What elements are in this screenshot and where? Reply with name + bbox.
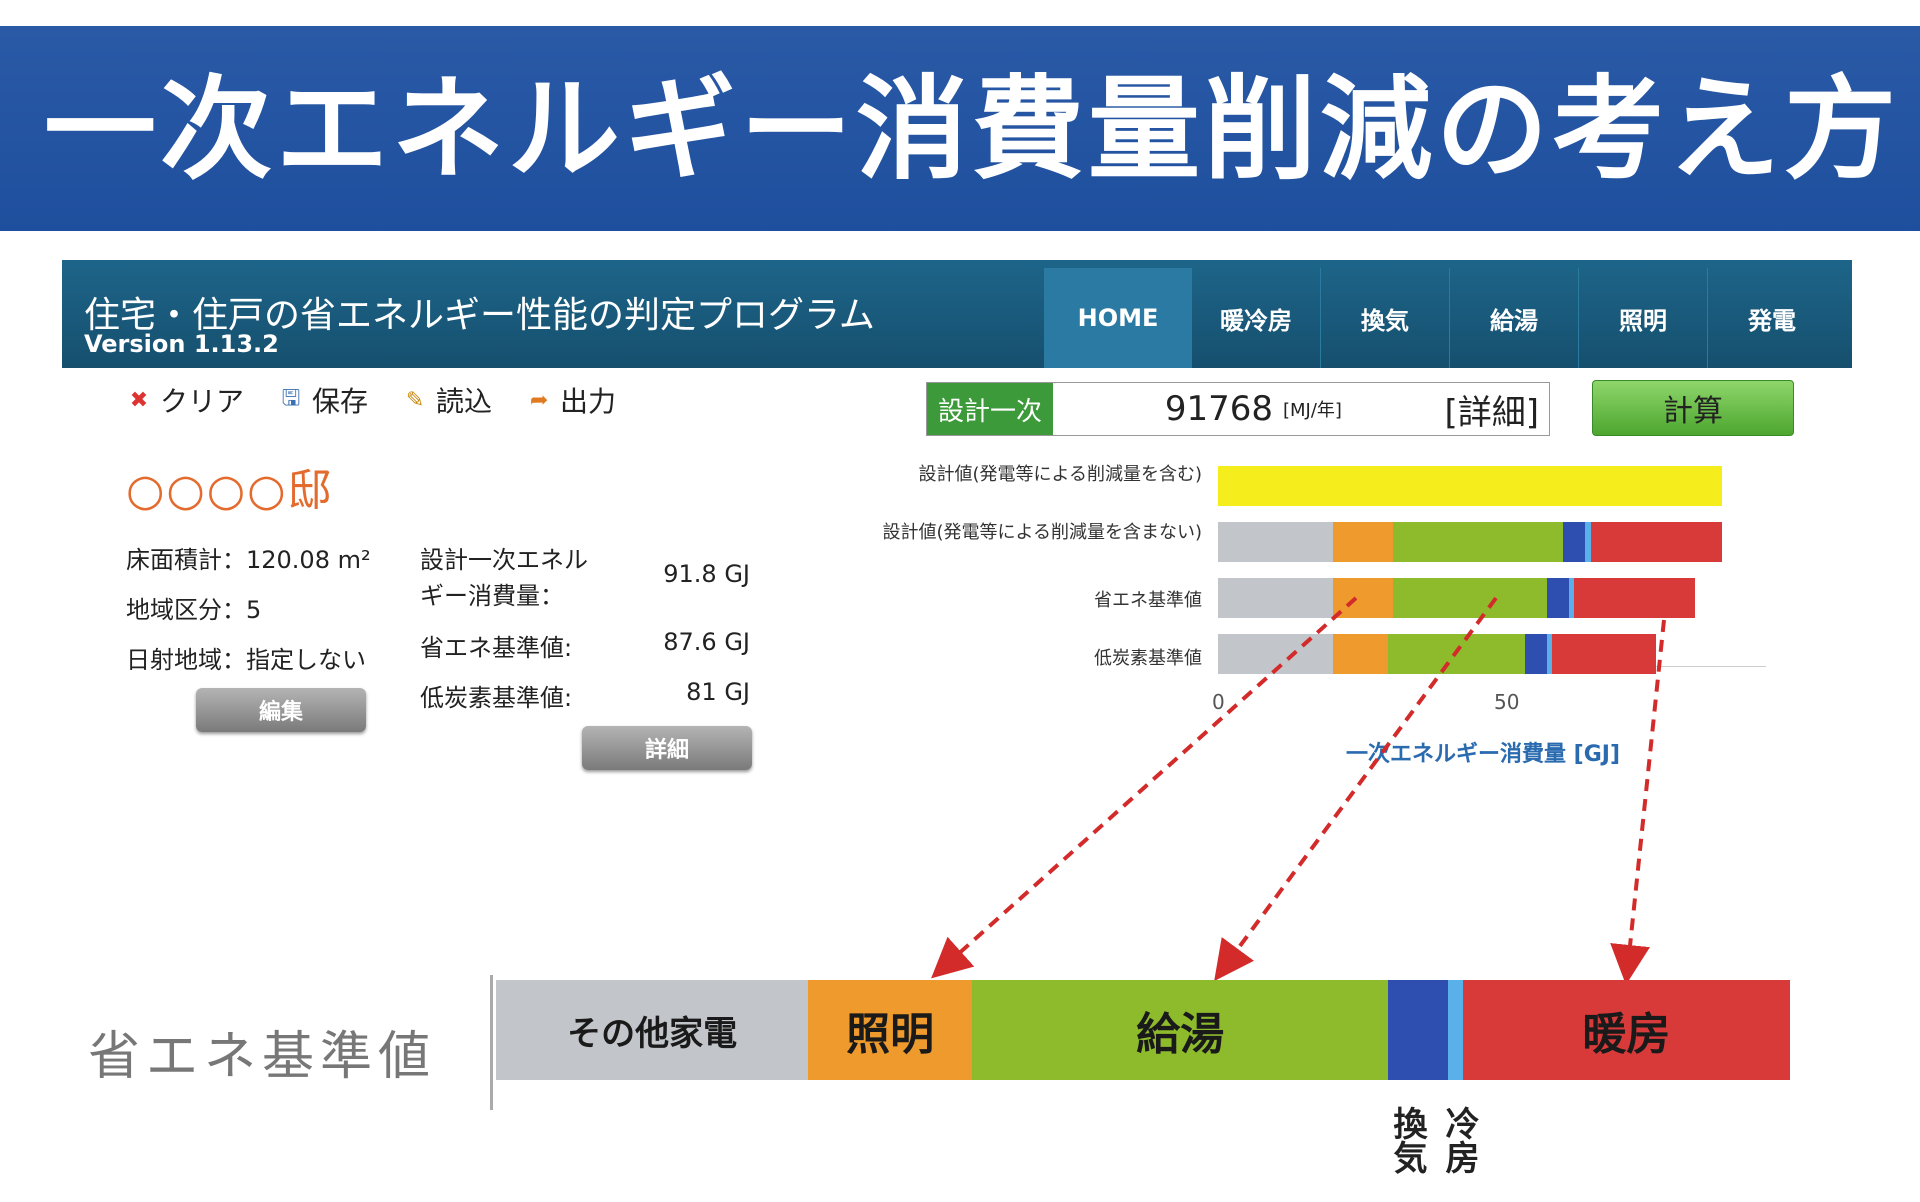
- bar-segment: [1393, 578, 1547, 618]
- app-title: 住宅・住戸の省エネルギー性能の判定プログラム: [84, 295, 875, 336]
- region: 地域区分：5: [126, 596, 262, 624]
- design-energy-value: 91768: [1164, 389, 1273, 429]
- x-tick-label: 50: [1494, 690, 1520, 714]
- design-energy-gj: 91.8 GJ: [663, 560, 750, 588]
- breakdown-label: 省エネ基準値: [88, 1027, 437, 1087]
- bar-segment: [1393, 522, 1564, 562]
- bar-segment: [1552, 634, 1657, 674]
- nav-bar: HOME 暖冷房 換気 給湯 照明 発電: [1044, 268, 1836, 368]
- lowcarbon-label: 低炭素基準値:: [420, 684, 573, 712]
- output-button[interactable]: ➦ 出力: [526, 380, 616, 420]
- load-button[interactable]: ✎ 読込: [402, 380, 492, 420]
- standard-value: 87.6 GJ: [663, 628, 750, 656]
- bar-segment: [1546, 578, 1569, 618]
- bar-segment: [1333, 578, 1394, 618]
- cooling-label: 冷房: [1439, 1106, 1479, 1174]
- tab-home[interactable]: HOME: [1044, 268, 1191, 368]
- lowcarbon-value: 81 GJ: [686, 678, 750, 706]
- breakdown-segment: 照明: [808, 980, 972, 1080]
- x-tick-label: 0: [1212, 690, 1225, 714]
- breakdown-segment: [1388, 980, 1448, 1080]
- design-energy-label: 設計一次: [927, 383, 1053, 435]
- category-label: 低炭素基準値: [1094, 648, 1202, 669]
- tab-heating-cooling[interactable]: 暖冷房: [1191, 268, 1320, 368]
- bar-segment: [1524, 634, 1547, 674]
- bar-segment: [1218, 578, 1334, 618]
- load-icon: ✎: [405, 387, 425, 413]
- app-version: Version 1.13.2: [84, 330, 279, 358]
- detail-link[interactable]: [詳細]: [1444, 392, 1539, 433]
- tab-ventilation[interactable]: 換気: [1320, 268, 1449, 368]
- breakdown-segment: 暖房: [1462, 980, 1790, 1080]
- output-label: 出力: [560, 385, 617, 418]
- bar-segment: [1333, 634, 1388, 674]
- clear-icon: ✖: [129, 387, 149, 413]
- tab-hot-water[interactable]: 給湯: [1449, 268, 1578, 368]
- arrow-to-hot-water: [1214, 596, 1498, 982]
- house-name: ○○○○邸: [126, 465, 334, 516]
- bar-segment: [1218, 466, 1723, 506]
- toolbar: ✖ クリア 🖫 保存 ✎ 読込 ➦ 出力: [126, 380, 616, 420]
- ventilation-label: 換気: [1387, 1106, 1427, 1174]
- save-label: 保存: [312, 385, 369, 418]
- output-icon: ➦: [529, 387, 549, 413]
- bar-segment: [1568, 578, 1575, 618]
- category-label: 省エネ基準値: [1094, 590, 1202, 611]
- detail-button[interactable]: 詳細: [582, 726, 752, 770]
- arrow-to-lighting: [931, 596, 1358, 979]
- slide-title-banner: [0, 26, 1920, 231]
- design-energy-label-2: ギー消費量：: [420, 582, 564, 610]
- tab-power-generation[interactable]: 発電: [1707, 268, 1836, 368]
- save-button[interactable]: 🖫 保存: [278, 380, 368, 420]
- x-axis-title: 一次エネルギー消費量 [GJ]: [1346, 742, 1621, 767]
- solar-region: 日射地域：指定しない: [126, 646, 366, 674]
- bar-segment: [1333, 522, 1394, 562]
- bar-segment: [1218, 522, 1334, 562]
- save-icon: 🖫: [281, 386, 301, 411]
- breakdown-axis: [490, 975, 493, 1110]
- design-energy-box: 設計一次 91768 [MJ/年] [詳細]: [926, 382, 1550, 436]
- standard-label: 省エネ基準値:: [420, 634, 573, 662]
- breakdown-segment: 給湯: [971, 980, 1389, 1080]
- bar-segment: [1563, 522, 1586, 562]
- category-label: 設計値(発電等による削減量を含まない): [882, 522, 1202, 543]
- app-header: 住宅・住戸の省エネルギー性能の判定プログラム Version 1.13.2 HO…: [62, 260, 1852, 368]
- clear-button[interactable]: ✖ クリア: [126, 380, 244, 420]
- design-energy-unit: [MJ/年]: [1283, 400, 1342, 421]
- bar-segment: [1585, 522, 1591, 562]
- edit-button[interactable]: 編集: [196, 688, 366, 732]
- bar-segment: [1590, 522, 1723, 562]
- design-energy-label-1: 設計一次エネル: [420, 546, 588, 574]
- bar-segment: [1218, 634, 1334, 674]
- arrow-to-heating: [1610, 619, 1666, 985]
- floor-area: 床面積計：120.08 m²: [126, 546, 371, 574]
- bar-segment: [1546, 634, 1553, 674]
- breakdown-segment: その他家電: [496, 980, 809, 1080]
- category-label: 設計値(発電等による削減量を含む): [918, 464, 1202, 485]
- bar-segment: [1574, 578, 1695, 618]
- slide-title: 一次エネルギー消費量削減の考え方: [44, 65, 1900, 195]
- clear-label: クリア: [160, 385, 245, 418]
- load-label: 読込: [436, 385, 493, 418]
- calculate-button[interactable]: 計算: [1592, 380, 1794, 436]
- tab-lighting[interactable]: 照明: [1578, 268, 1707, 368]
- breakdown-segment: [1447, 980, 1463, 1080]
